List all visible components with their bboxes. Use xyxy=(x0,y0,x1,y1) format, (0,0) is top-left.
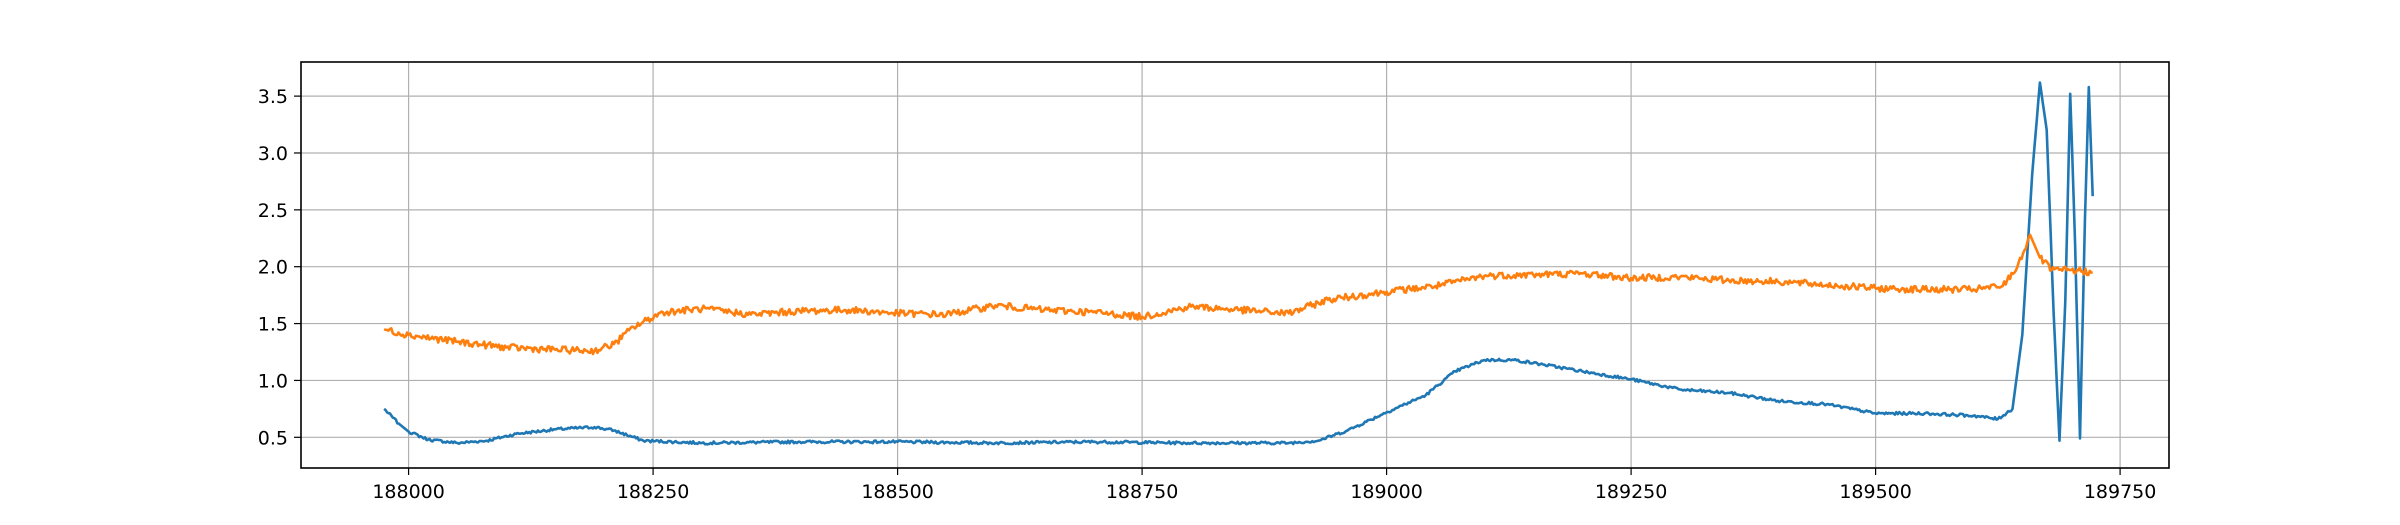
y-tick-label: 2.0 xyxy=(258,257,288,279)
y-tick-label: 3.0 xyxy=(258,143,288,165)
series-layer xyxy=(383,81,2094,446)
y-tick-label: 2.5 xyxy=(258,200,288,222)
x-tick-label: 188250 xyxy=(617,481,690,503)
plot-area-background xyxy=(301,62,2169,468)
x-tick-label: 188750 xyxy=(1106,481,1179,503)
y-tick-label: 1.5 xyxy=(258,314,288,336)
x-tick-label: 189000 xyxy=(1350,481,1423,503)
axis-ticks: 188000 188250 188500 188750 189000 189250 1895… xyxy=(258,86,2157,503)
x-tick-label: 189500 xyxy=(1839,481,1912,503)
x-tick-label: 189250 xyxy=(1595,481,1668,503)
y-tick-label: 3.5 xyxy=(258,86,288,108)
x-tick-label: 189750 xyxy=(2084,481,2157,503)
plot-frame xyxy=(300,61,2170,469)
y-tick-label: 1.0 xyxy=(258,370,288,392)
x-tick-label: 188000 xyxy=(372,481,445,503)
grid xyxy=(301,62,2169,468)
y-tick-label: 0.5 xyxy=(258,427,288,449)
series-line-1 xyxy=(383,81,2094,446)
x-tick-label: 188500 xyxy=(861,481,934,503)
series-line-2 xyxy=(383,233,2093,356)
